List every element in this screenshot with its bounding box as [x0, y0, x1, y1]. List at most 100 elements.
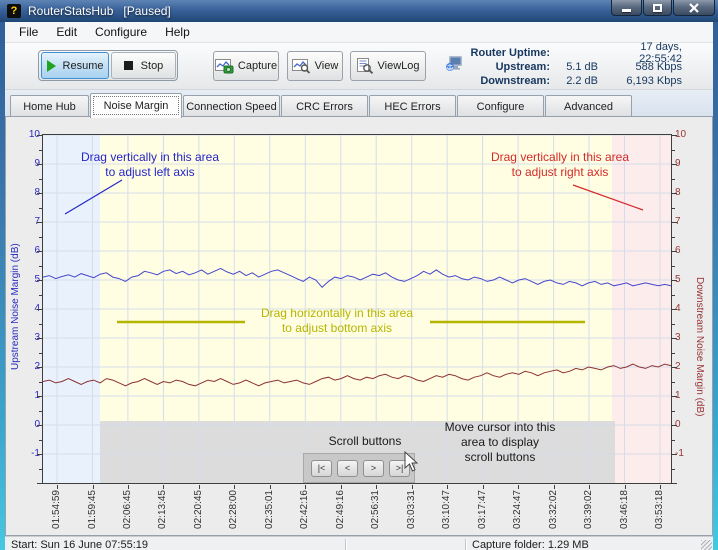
view-chart-magnifier-icon	[292, 59, 311, 74]
left-axis-tick	[39, 324, 42, 325]
right-axis-tick	[672, 324, 675, 325]
window-controls	[610, 0, 715, 16]
right-axis-tick	[672, 193, 677, 194]
right-axis-tick	[672, 164, 677, 165]
tab-advanced[interactable]: Advanced	[545, 95, 632, 117]
left-axis-drag-note: Drag vertically in this area to adjust l…	[55, 150, 245, 180]
right-axis-tick	[672, 367, 677, 368]
run-control-group: Resume Stop	[38, 50, 178, 81]
left-axis-tick	[39, 411, 42, 412]
router-info-panel: Router Uptime: 17 days, 22:55:42 Upstrea…	[455, 46, 682, 88]
left-axis-tick	[37, 222, 42, 223]
left-axis-tick	[37, 193, 42, 194]
app-icon[interactable]: ?	[7, 4, 21, 18]
right-axis-tick	[672, 222, 677, 223]
noise-margin-page: Upstream Noise Margin (dB) Downstream No…	[5, 116, 713, 536]
menu-configure[interactable]: Configure	[86, 23, 156, 41]
left-axis-tick	[37, 135, 42, 136]
left-axis-tick	[39, 150, 42, 151]
tab-noise-margin[interactable]: Noise Margin	[90, 93, 182, 118]
right-axis-tick-label: 7	[675, 216, 701, 228]
view-button[interactable]: View	[287, 51, 343, 81]
right-axis-tick	[672, 469, 675, 470]
left-axis-tick	[39, 382, 42, 383]
x-axis-tick-label: 02:06:45	[122, 490, 134, 542]
x-axis-tick	[376, 485, 377, 489]
scroll-first-button[interactable]: |<	[311, 460, 332, 477]
right-axis-tick-label: 3	[675, 332, 701, 344]
x-axis-tick-label: 03:24:47	[512, 490, 524, 542]
app-icon-glyph: ?	[11, 5, 18, 17]
minimize-icon	[622, 9, 631, 12]
right-axis-tick	[672, 411, 675, 412]
menu-edit[interactable]: Edit	[47, 23, 86, 41]
x-axis-tick-label: 03:53:18	[654, 490, 666, 542]
tab-crc-errors[interactable]: CRC Errors	[281, 95, 368, 117]
right-axis-tick-label: 8	[675, 187, 701, 199]
right-axis-tick-label: 9	[675, 158, 701, 170]
viewlog-label: ViewLog	[378, 60, 420, 72]
resume-label: Resume	[63, 60, 104, 72]
right-axis-tick-label: 5	[675, 274, 701, 286]
left-axis-tick	[37, 454, 42, 455]
menu-help[interactable]: Help	[156, 23, 199, 41]
tab-connection-speed[interactable]: Connection Speed	[183, 95, 280, 117]
title-bar[interactable]: ? RouterStatsHub [Paused]	[0, 0, 718, 22]
right-axis-tick	[672, 280, 677, 281]
maximize-button[interactable]	[643, 0, 672, 16]
right-axis-tick	[672, 208, 675, 209]
capture-folder-text: Capture folder: 1.29 MB	[472, 539, 589, 550]
x-axis-tick-label: 02:28:00	[228, 490, 240, 542]
right-axis-tick	[672, 309, 677, 310]
tab-hec-errors[interactable]: HEC Errors	[369, 95, 456, 117]
x-axis-tick-label: 02:13:45	[157, 490, 169, 542]
downstream-row: Downstream: 2.2 dB 6,193 Kbps	[455, 74, 682, 88]
left-axis-tick	[39, 440, 42, 441]
x-axis-tick	[163, 485, 164, 489]
minimize-button[interactable]	[611, 0, 642, 16]
upstream-rate: 588 Kbps	[598, 61, 682, 73]
stop-button[interactable]: Stop	[111, 52, 176, 79]
x-axis-tick	[199, 485, 200, 489]
right-axis-tick	[672, 251, 677, 252]
right-axis-tick	[672, 483, 677, 484]
x-axis-tick-label: 03:46:18	[619, 490, 631, 542]
right-axis-tick-label: 10	[675, 129, 701, 141]
resize-grip[interactable]	[701, 540, 712, 550]
x-axis-tick-label: 03:39:02	[583, 490, 595, 542]
left-axis-tick	[37, 396, 42, 397]
right-axis-tick-label: 4	[675, 303, 701, 315]
resume-button[interactable]: Resume	[41, 52, 109, 79]
x-axis-tick	[589, 485, 590, 489]
close-button[interactable]	[673, 0, 715, 16]
left-axis-tick	[39, 179, 42, 180]
left-axis-tick	[39, 469, 42, 470]
bottom-axis-drag-note: Drag horizontally in this area to adjust…	[242, 306, 432, 336]
right-axis-tick	[672, 150, 675, 151]
viewlog-button[interactable]: ViewLog	[350, 51, 426, 81]
left-axis-tick	[39, 266, 42, 267]
uptime-label: Router Uptime:	[455, 47, 550, 59]
x-axis-tick	[483, 485, 484, 489]
capture-chart-camera-icon	[215, 59, 234, 74]
viewlog-document-magnifier-icon	[357, 58, 374, 74]
x-axis-tick-label: 02:42:16	[299, 490, 311, 542]
tab-home-hub[interactable]: Home Hub	[10, 95, 89, 117]
upstream-db: 5.1 dB	[550, 61, 598, 73]
scroll-prev-button[interactable]: <	[337, 460, 358, 477]
tab-configure[interactable]: Configure	[457, 95, 544, 117]
scroll-next-button[interactable]: >	[363, 460, 384, 477]
right-axis-tick	[672, 135, 677, 136]
x-axis-tick-label: 03:17:47	[477, 490, 489, 542]
right-axis-tick-label: 0	[675, 419, 701, 431]
left-axis-tick	[37, 280, 42, 281]
x-axis-tick	[93, 485, 94, 489]
menu-file[interactable]: File	[10, 23, 47, 41]
right-axis-tick	[672, 396, 677, 397]
x-axis-tick-label: 02:56:31	[370, 490, 382, 542]
x-axis-tick	[341, 485, 342, 489]
capture-button[interactable]: Capture	[213, 51, 279, 81]
chart-panel: Upstream Noise Margin (dB) Downstream No…	[8, 117, 710, 531]
right-axis-tick	[672, 237, 675, 238]
x-axis-tick	[554, 485, 555, 489]
